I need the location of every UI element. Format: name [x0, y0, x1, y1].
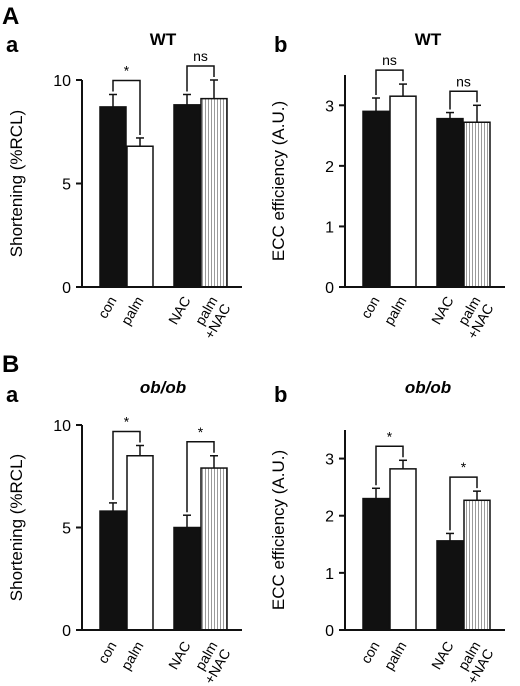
chart-title: WT: [150, 30, 177, 49]
y-tick-label: 0: [325, 623, 334, 640]
significance-bracket: [186, 441, 215, 513]
category-label-line: NAC: [428, 294, 457, 328]
category-label-line: NAC: [428, 639, 457, 673]
category-label: con: [357, 639, 382, 667]
bar: [362, 110, 390, 288]
category-label: con: [94, 639, 119, 667]
significance-bracket: [449, 90, 478, 110]
bar: [173, 526, 201, 631]
y-tick-label: 2: [325, 159, 334, 176]
panel-letter: a: [6, 32, 19, 57]
category-label-line: con: [357, 639, 382, 667]
significance-bracket: [112, 430, 141, 500]
y-axis-title: Shortening (%RCL): [7, 110, 26, 257]
bar: [126, 145, 154, 288]
chart-title: ob/ob: [140, 378, 186, 397]
category-label: palm: [118, 639, 147, 673]
category-label-line: palm: [118, 294, 147, 328]
bar: [389, 95, 417, 288]
category-label-line: palm: [381, 294, 410, 328]
y-tick-label: 1: [325, 219, 334, 236]
bar: [436, 117, 464, 288]
y-tick-label: 0: [325, 280, 334, 297]
category-label: NAC: [165, 294, 194, 328]
y-axis-title: ECC efficiency (A.U.): [269, 101, 288, 261]
y-tick-label: 0: [62, 623, 71, 640]
category-label: NAC: [165, 639, 194, 673]
panel-letter: b: [274, 32, 287, 57]
bar: [200, 467, 228, 631]
y-axis-title: Shortening (%RCL): [7, 454, 26, 601]
category-label-line: palm: [118, 639, 147, 673]
category-label: NAC: [428, 294, 457, 328]
significance-bracket: [375, 445, 404, 486]
category-label-line: palm: [381, 639, 410, 673]
significance-label: *: [461, 459, 467, 475]
bar: [126, 455, 154, 631]
significance-bracket: [449, 476, 478, 531]
bar: [436, 540, 464, 631]
category-label: con: [357, 294, 382, 322]
y-tick-label: 3: [325, 98, 334, 115]
significance-label: *: [387, 428, 393, 444]
significance-label: ns: [382, 52, 397, 68]
bar: [362, 497, 390, 631]
y-axis-title: ECC efficiency (A.U.): [269, 450, 288, 610]
category-label: palm+NAC: [188, 294, 234, 342]
bar: [99, 510, 127, 631]
y-tick-label: 5: [62, 521, 71, 538]
y-tick-label: 5: [62, 177, 71, 194]
y-tick-label: 0: [62, 280, 71, 297]
significance-bracket: [375, 69, 404, 96]
bar: [173, 104, 201, 288]
chart-title: ob/ob: [405, 378, 451, 397]
significance-label: *: [124, 62, 130, 78]
category-label-line: con: [94, 294, 119, 322]
y-tick-label: 3: [325, 452, 334, 469]
chart-title: WT: [415, 30, 442, 49]
panel-letter: a: [6, 382, 19, 407]
category-label: con: [94, 294, 119, 322]
section-label-a: A: [2, 3, 19, 30]
category-label: NAC: [428, 639, 457, 673]
significance-label: ns: [193, 48, 208, 64]
category-label-line: con: [94, 639, 119, 667]
significance-label: *: [124, 414, 130, 430]
category-label: palm: [381, 639, 410, 673]
category-label: palm: [381, 294, 410, 328]
category-label: palm+NAC: [188, 639, 234, 686]
significance-bracket: [112, 79, 141, 135]
y-tick-label: 1: [325, 566, 334, 583]
category-label-line: NAC: [165, 294, 194, 328]
bar: [200, 97, 228, 288]
category-label: palm+NAC: [451, 294, 497, 342]
significance-bracket: [186, 65, 215, 92]
y-tick-label: 2: [325, 509, 334, 526]
bar: [389, 468, 417, 631]
panel-letter: b: [274, 382, 287, 407]
category-label: palm+NAC: [451, 639, 497, 686]
section-label-b: B: [2, 351, 19, 378]
category-label-line: NAC: [165, 639, 194, 673]
significance-label: *: [198, 424, 204, 440]
significance-label: ns: [456, 73, 471, 89]
y-tick-label: 10: [53, 73, 71, 90]
bar: [463, 121, 491, 288]
y-tick-label: 10: [53, 418, 71, 435]
category-label: palm: [118, 294, 147, 328]
bar: [463, 499, 491, 631]
category-label-line: con: [357, 294, 382, 322]
bar: [99, 106, 127, 288]
